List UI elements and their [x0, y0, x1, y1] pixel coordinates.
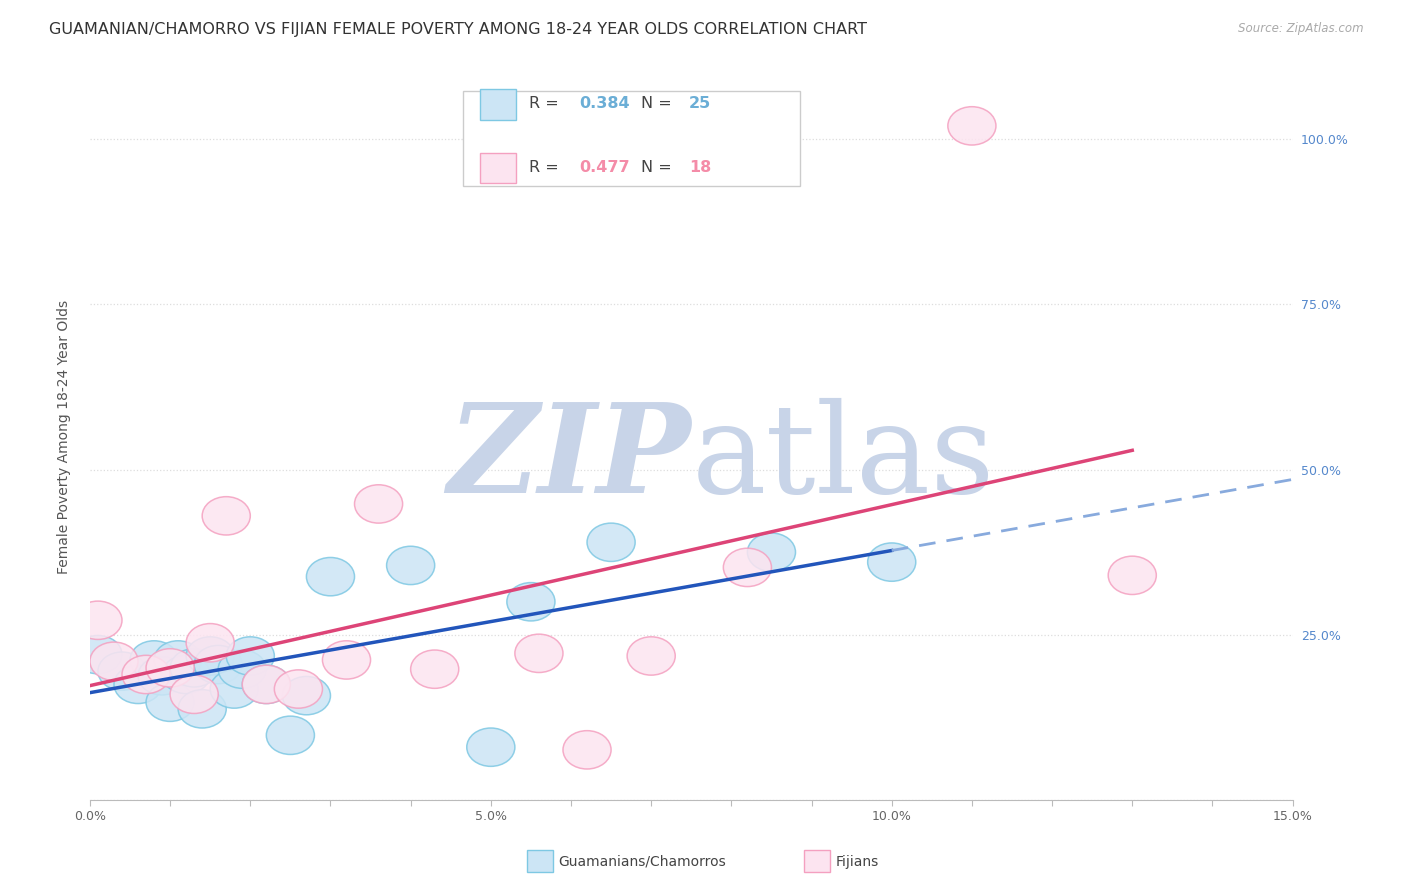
- Ellipse shape: [155, 640, 202, 679]
- Text: R =: R =: [529, 96, 564, 111]
- Ellipse shape: [354, 484, 402, 523]
- FancyBboxPatch shape: [463, 91, 800, 186]
- Ellipse shape: [211, 670, 259, 708]
- Ellipse shape: [162, 656, 211, 694]
- Ellipse shape: [387, 546, 434, 584]
- Ellipse shape: [506, 582, 555, 621]
- Ellipse shape: [411, 650, 458, 689]
- Ellipse shape: [218, 650, 266, 689]
- Ellipse shape: [98, 652, 146, 690]
- Ellipse shape: [748, 533, 796, 572]
- Ellipse shape: [948, 107, 995, 145]
- Text: R =: R =: [529, 160, 564, 175]
- Text: N =: N =: [641, 160, 676, 175]
- Text: ZIP: ZIP: [447, 398, 692, 519]
- Ellipse shape: [266, 716, 315, 755]
- Ellipse shape: [129, 640, 179, 679]
- FancyBboxPatch shape: [479, 89, 516, 120]
- Ellipse shape: [146, 648, 194, 687]
- Text: N =: N =: [641, 96, 676, 111]
- Text: 0.384: 0.384: [579, 96, 630, 111]
- Ellipse shape: [114, 665, 162, 704]
- Ellipse shape: [588, 523, 636, 561]
- Text: 0.477: 0.477: [579, 160, 630, 175]
- Text: Source: ZipAtlas.com: Source: ZipAtlas.com: [1239, 22, 1364, 36]
- Text: Guamanians/Chamorros: Guamanians/Chamorros: [558, 855, 725, 869]
- Ellipse shape: [138, 657, 186, 695]
- Ellipse shape: [122, 656, 170, 694]
- Text: GUAMANIAN/CHAMORRO VS FIJIAN FEMALE POVERTY AMONG 18-24 YEAR OLDS CORRELATION CH: GUAMANIAN/CHAMORRO VS FIJIAN FEMALE POVE…: [49, 22, 868, 37]
- Ellipse shape: [322, 640, 371, 679]
- Ellipse shape: [179, 690, 226, 728]
- Ellipse shape: [170, 648, 218, 687]
- Ellipse shape: [75, 635, 122, 673]
- Ellipse shape: [723, 549, 772, 587]
- Ellipse shape: [202, 497, 250, 535]
- Ellipse shape: [186, 624, 235, 662]
- Ellipse shape: [146, 683, 194, 722]
- Text: 18: 18: [689, 160, 711, 175]
- FancyBboxPatch shape: [479, 153, 516, 184]
- Ellipse shape: [226, 637, 274, 675]
- Ellipse shape: [194, 646, 242, 684]
- Ellipse shape: [283, 676, 330, 714]
- Text: 25: 25: [689, 96, 711, 111]
- Ellipse shape: [186, 637, 235, 675]
- Ellipse shape: [467, 728, 515, 766]
- Ellipse shape: [242, 665, 291, 704]
- Ellipse shape: [307, 558, 354, 596]
- Ellipse shape: [562, 731, 612, 769]
- Ellipse shape: [90, 642, 138, 681]
- Ellipse shape: [75, 601, 122, 640]
- Text: Fijians: Fijians: [835, 855, 879, 869]
- Ellipse shape: [515, 634, 562, 673]
- Ellipse shape: [627, 637, 675, 675]
- Y-axis label: Female Poverty Among 18-24 Year Olds: Female Poverty Among 18-24 Year Olds: [58, 300, 72, 574]
- Ellipse shape: [274, 670, 322, 708]
- Ellipse shape: [242, 665, 291, 704]
- Ellipse shape: [170, 675, 218, 714]
- Text: atlas: atlas: [692, 398, 994, 519]
- Ellipse shape: [1108, 556, 1156, 594]
- Ellipse shape: [868, 543, 915, 582]
